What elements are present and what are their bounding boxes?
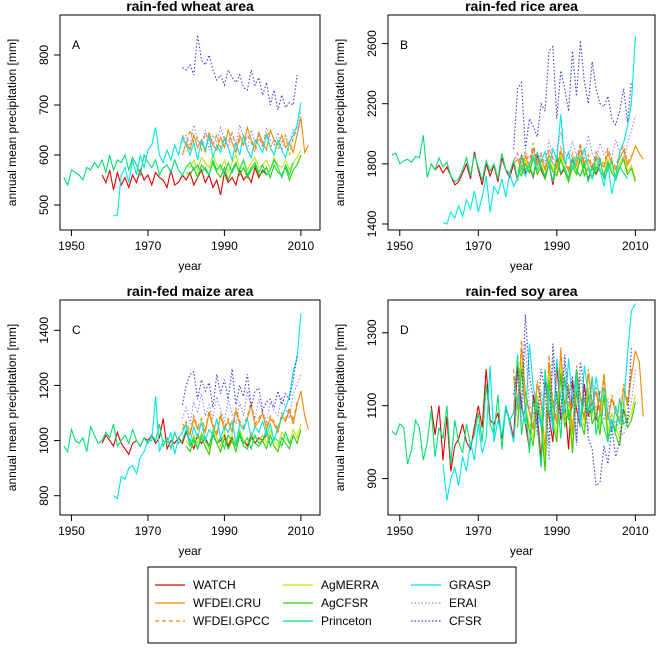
x-tick-label: 1970 <box>465 239 492 253</box>
x-tick-label: 1950 <box>58 239 85 253</box>
panel-title: rain-fed rice area <box>465 0 578 14</box>
y-tick-label: 2200 <box>365 90 379 117</box>
series-line <box>517 369 636 472</box>
plot-frame <box>59 14 321 231</box>
y-tick-label: 2600 <box>365 30 379 57</box>
y-tick-label: 1300 <box>365 319 379 346</box>
y-tick-label: 1800 <box>365 150 379 177</box>
x-tick-label: 1950 <box>386 524 413 538</box>
y-axis-label: annual mean precipitation [mm] <box>5 39 19 206</box>
series-line <box>513 340 632 454</box>
legend-label: ERAI <box>449 596 477 610</box>
series-line <box>513 40 632 149</box>
series-line <box>182 34 298 111</box>
x-tick-label: 2010 <box>288 524 315 538</box>
plot-frame <box>59 299 321 516</box>
series-line <box>442 303 636 501</box>
panel-letter: D <box>400 323 409 337</box>
series-line <box>391 354 628 468</box>
x-tick-label: 1970 <box>135 239 162 253</box>
legend-label: WFDEI.CRU <box>193 596 261 610</box>
series-group <box>63 313 310 500</box>
series-group <box>391 35 644 225</box>
series-group <box>391 303 644 501</box>
y-tick-label: 800 <box>37 45 51 65</box>
series-line <box>181 127 298 156</box>
x-tick-label: 1970 <box>465 524 492 538</box>
panel-title: rain-fed wheat area <box>126 0 254 14</box>
x-tick-label: 1990 <box>543 524 570 538</box>
x-axis-label: year <box>510 544 533 558</box>
legend-label: WATCH <box>193 578 236 592</box>
legend-label: Princeton <box>321 614 372 628</box>
panel-letter: C <box>72 323 81 337</box>
panel-letter: A <box>72 38 80 52</box>
y-tick-label: 1200 <box>37 372 51 399</box>
series-group <box>63 34 309 217</box>
series-line <box>63 423 294 454</box>
y-tick-label: 900 <box>365 468 379 488</box>
y-tick-label: 800 <box>37 485 51 505</box>
x-tick-label: 1990 <box>543 239 570 253</box>
series-line <box>113 102 302 217</box>
series-line <box>185 154 302 182</box>
series-line <box>185 429 302 457</box>
plot-frame <box>387 14 656 231</box>
y-tick-label: 1400 <box>365 210 379 237</box>
x-tick-label: 1990 <box>211 524 238 538</box>
panel-letter: B <box>400 38 408 52</box>
y-tick-label: 1000 <box>37 427 51 454</box>
plot-frame <box>387 299 656 516</box>
panel-title: rain-fed soy area <box>465 283 577 299</box>
legend-box <box>147 566 517 644</box>
series-line <box>442 35 636 225</box>
y-tick-label: 1100 <box>365 392 379 418</box>
x-tick-label: 1950 <box>58 524 85 538</box>
x-tick-label: 1970 <box>135 524 162 538</box>
x-axis-label: year <box>178 259 201 273</box>
series-line <box>63 153 294 187</box>
series-line <box>181 374 302 425</box>
y-tick-label: 500 <box>37 195 51 215</box>
y-tick-label: 600 <box>37 145 51 165</box>
x-tick-label: 1990 <box>211 239 238 253</box>
x-tick-label: 1950 <box>386 239 413 253</box>
series-line <box>181 109 302 153</box>
x-tick-label: 2010 <box>288 239 315 253</box>
y-axis-label: annual mean precipitation [mm] <box>5 324 19 491</box>
legend-label: CFSR <box>449 614 482 628</box>
x-tick-label: 2010 <box>622 239 649 253</box>
x-axis-label: year <box>178 544 201 558</box>
y-axis-label: annual mean precipitation [mm] <box>333 324 347 491</box>
legend-label: AgCFSR <box>321 596 369 610</box>
x-tick-label: 2010 <box>622 524 649 538</box>
series-line <box>513 314 632 487</box>
series-line <box>181 401 298 435</box>
y-axis-label: annual mean precipitation [mm] <box>333 39 347 206</box>
x-axis-label: year <box>510 259 533 273</box>
legend-label: AgMERRA <box>321 578 379 592</box>
series-line <box>513 144 644 174</box>
panel-title: rain-fed maize area <box>127 283 254 299</box>
legend-label: GRASP <box>449 578 491 592</box>
y-tick-label: 1400 <box>37 317 51 344</box>
y-tick-label: 700 <box>37 95 51 115</box>
series-line <box>513 343 636 461</box>
series-line <box>113 313 302 500</box>
legend-label: WFDEI.GPCC <box>193 614 270 628</box>
